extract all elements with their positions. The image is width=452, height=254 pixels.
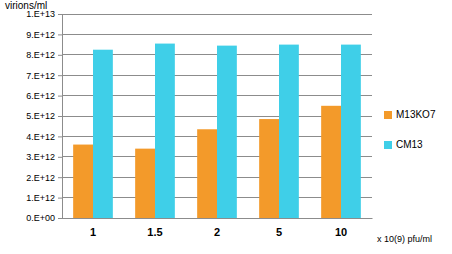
tick-mark — [58, 96, 62, 97]
tick-mark — [58, 34, 62, 35]
legend: M13KO7 CM13 — [384, 109, 436, 150]
tick: 9.E+12 — [26, 30, 62, 40]
tick: 4.E+12 — [26, 132, 62, 142]
legend-swatch — [384, 141, 392, 149]
tick: 10 — [335, 226, 347, 238]
tick-label: 9.E+12 — [26, 30, 55, 40]
tick: 3.E+12 — [26, 152, 62, 162]
bars — [73, 44, 361, 218]
axis-line — [58, 15, 63, 219]
legend-swatch — [384, 111, 392, 119]
y-axis: 0.E+00 1.E+12 2.E+12 3.E+12 4.E+12 5.E+12 6.E+… — [26, 9, 62, 223]
legend-item: M13KO7 — [384, 109, 436, 120]
bar — [259, 119, 279, 218]
tick-label: 0.E+00 — [26, 213, 55, 223]
x-axis-label: x 10(9) pfu/ml — [377, 234, 432, 244]
bar — [321, 106, 341, 218]
tick-mark — [58, 136, 62, 137]
tick: 5 — [276, 226, 282, 238]
bar-series — [93, 44, 361, 218]
axis-line — [63, 218, 373, 219]
tick: 2 — [214, 226, 220, 238]
tick-label: 8.E+12 — [26, 50, 55, 60]
bar — [73, 145, 93, 218]
tick-mark — [58, 177, 62, 178]
x-axis: 1 1.5 2 5 10 — [63, 219, 373, 238]
tick-label: 2 — [214, 226, 220, 238]
grid-line — [62, 14, 372, 15]
chart: 0.E+00 1.E+12 2.E+12 3.E+12 4.E+12 5.E+12 6.E+… — [0, 0, 452, 254]
tick-label: 1.5 — [147, 226, 162, 238]
tick-label: 7.E+12 — [26, 71, 55, 81]
tick-label: 1 — [90, 226, 96, 238]
bar — [93, 50, 113, 218]
tick-mark — [58, 55, 62, 56]
grid — [62, 14, 372, 218]
y-axis-label: virions/ml — [5, 0, 47, 11]
legend-label: CM13 — [396, 139, 423, 150]
tick-label: 3.E+12 — [26, 152, 55, 162]
tick-mark — [58, 157, 62, 158]
tick: 7.E+12 — [26, 71, 62, 81]
tick: 0.E+00 — [26, 213, 62, 223]
tick: 1 — [90, 226, 96, 238]
tick-label: 5 — [276, 226, 282, 238]
tick: 6.E+12 — [26, 91, 62, 101]
tick-label: 4.E+12 — [26, 132, 55, 142]
bar — [155, 44, 175, 218]
legend-label: M13KO7 — [396, 109, 436, 120]
tick-label: 6.E+12 — [26, 91, 55, 101]
tick: 8.E+12 — [26, 50, 62, 60]
tick: 1.5 — [147, 226, 162, 238]
bar — [279, 45, 299, 218]
tick-mark — [58, 116, 62, 117]
bar — [217, 46, 237, 218]
bar — [197, 129, 217, 218]
tick: 2.E+12 — [26, 173, 62, 183]
tick-label: 5.E+12 — [26, 111, 55, 121]
tick-mark — [58, 198, 62, 199]
tick: 5.E+12 — [26, 111, 62, 121]
tick-mark — [58, 218, 62, 219]
tick: 1.E+12 — [26, 193, 62, 203]
tick-label: 2.E+12 — [26, 173, 55, 183]
tick-mark — [58, 75, 62, 76]
bar — [135, 149, 155, 218]
tick-mark — [58, 14, 62, 15]
grid-line — [62, 34, 372, 35]
bar — [341, 45, 361, 218]
tick-label: 1.E+12 — [26, 193, 55, 203]
legend-item: CM13 — [384, 139, 423, 150]
bar-series — [73, 106, 341, 218]
tick-label: 10 — [335, 226, 347, 238]
